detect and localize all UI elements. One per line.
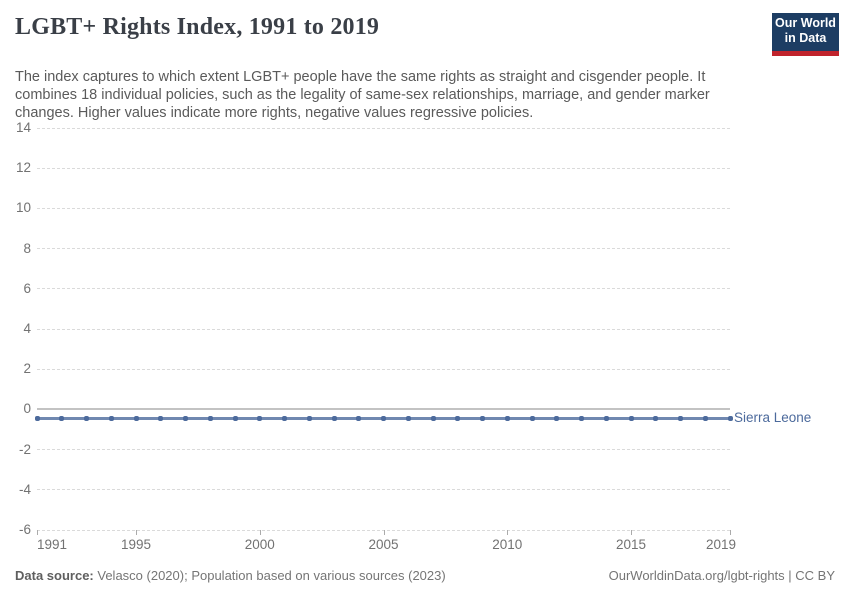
data-point-1995[interactable]: [133, 415, 139, 421]
owid-logo-line2: in Data: [784, 31, 827, 45]
chart-subtitle: The index captures to which extent LGBT+…: [15, 69, 710, 121]
data-point-1998[interactable]: [207, 415, 213, 421]
gridline-y-4: [37, 328, 730, 330]
owid-logo[interactable]: Our World in Data: [772, 13, 839, 56]
x-axis-label-2015: 2015: [615, 537, 647, 552]
data-source-text: Velasco (2020); Population based on vari…: [97, 568, 446, 583]
data-point-2017[interactable]: [678, 415, 683, 421]
data-point-2011[interactable]: [529, 415, 535, 421]
data-point-2000[interactable]: [257, 415, 263, 421]
x-axis-tick-2010: [507, 530, 509, 535]
gridline-y-2: [37, 368, 730, 370]
y-axis-label-2: 2: [23, 361, 31, 377]
gridline-y-12: [37, 167, 730, 169]
x-axis-tick-1991: [37, 530, 38, 535]
y-axis-label-4: 4: [23, 321, 31, 336]
x-axis-tick-2000: [259, 530, 261, 535]
y-axis-label-8: 8: [23, 240, 31, 256]
y-axis-label-0: 0: [23, 401, 31, 417]
x-axis-label-2005: 2005: [368, 537, 399, 552]
data-point-1999[interactable]: [232, 415, 238, 421]
x-axis-label-2010: 2010: [492, 537, 523, 552]
series-label-sierra-leone[interactable]: Sierra Leone: [734, 410, 812, 426]
y-axis-label-6: 6: [23, 280, 31, 296]
data-point-2013[interactable]: [579, 415, 584, 421]
data-point-2002[interactable]: [306, 415, 312, 421]
x-axis-tick-2019: [730, 530, 731, 535]
data-point-2007[interactable]: [430, 415, 436, 421]
x-axis-tick-1995: [136, 530, 137, 535]
x-axis-label-1995: 1995: [120, 537, 152, 552]
y-axis-label-12: 12: [15, 160, 31, 176]
x-axis-tick-2005: [383, 530, 385, 535]
data-point-2019[interactable]: [727, 415, 733, 421]
gridline-y--4: [37, 489, 730, 491]
data-point-1992[interactable]: [59, 415, 65, 421]
gridline-y-0: [37, 408, 730, 411]
data-point-2008[interactable]: [455, 415, 461, 421]
gridline-y-6: [37, 288, 730, 290]
page-title: LGBT+ Rights Index, 1991 to 2019: [15, 14, 380, 40]
y-axis-label--6: -6: [18, 522, 31, 537]
data-source-label: Data source:: [15, 568, 94, 583]
x-axis-label-2019: 2019: [705, 537, 736, 552]
data-point-2004[interactable]: [356, 415, 362, 421]
data-source-note: Data source: Velasco (2020); Population …: [15, 568, 446, 583]
x-axis-tick-2015: [631, 530, 632, 535]
data-point-2001[interactable]: [282, 415, 287, 421]
data-point-1991[interactable]: [34, 415, 40, 421]
y-axis-label-10: 10: [15, 200, 31, 216]
x-axis-label-2000: 2000: [244, 537, 275, 552]
data-point-2014[interactable]: [603, 415, 609, 421]
gridline-y-14: [37, 127, 730, 129]
data-point-2005[interactable]: [381, 415, 386, 421]
data-point-1997[interactable]: [183, 415, 188, 421]
y-axis-label-14: 14: [15, 120, 31, 135]
data-point-2015[interactable]: [628, 415, 634, 421]
gridline-y-10: [37, 207, 730, 209]
gridline-y-8: [37, 248, 730, 250]
data-point-1994[interactable]: [108, 415, 114, 421]
x-axis-label-1991: 1991: [37, 537, 68, 552]
data-point-1993[interactable]: [84, 415, 89, 421]
credit-link[interactable]: OurWorldinData.org/lgbt-rights | CC BY: [608, 568, 835, 583]
data-point-2006[interactable]: [405, 415, 411, 421]
data-point-2018[interactable]: [702, 415, 708, 421]
y-axis-label--4: -4: [18, 481, 31, 497]
data-point-2010[interactable]: [504, 415, 510, 421]
owid-logo-line1: Our World: [775, 16, 836, 30]
data-point-2009[interactable]: [480, 415, 485, 421]
y-axis-label--2: -2: [18, 441, 31, 457]
data-point-2012[interactable]: [554, 415, 560, 421]
data-point-2016[interactable]: [653, 415, 659, 421]
data-point-1996[interactable]: [158, 415, 164, 421]
gridline-y--2: [37, 449, 730, 451]
data-point-2003[interactable]: [331, 415, 337, 421]
